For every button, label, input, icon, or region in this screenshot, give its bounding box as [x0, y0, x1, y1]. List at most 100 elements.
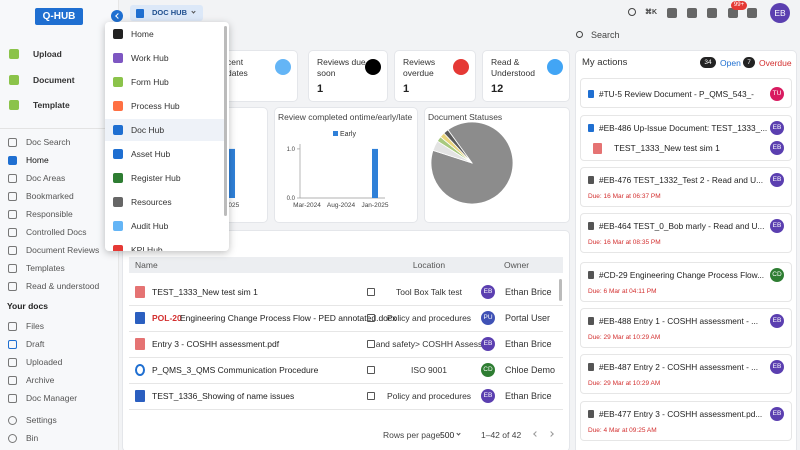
nav-icon	[8, 415, 17, 425]
doc-name[interactable]: Entry 3 - COSHH assessment.pdf	[152, 339, 280, 349]
nav-item[interactable]: Read & understood	[26, 281, 100, 291]
create-icon[interactable]	[9, 49, 19, 59]
chart-title: Document Statuses	[428, 112, 503, 122]
open-count: 34	[700, 57, 716, 68]
menu-item[interactable]: KPI Hub	[131, 245, 163, 251]
nav-item[interactable]: Doc Manager	[26, 393, 78, 403]
doc-owner: Portal User	[505, 313, 551, 323]
action-due: Due: 16 Mar at 08:35 PM	[588, 239, 661, 246]
open-link-icon[interactable]	[367, 288, 375, 296]
overdue-label[interactable]: Overdue	[759, 58, 792, 68]
logo[interactable]: Q-HUB	[35, 8, 83, 25]
action-icon	[588, 317, 594, 325]
app-icon	[136, 8, 144, 18]
doc-name[interactable]: P_QMS_3_QMS Communication Procedure	[152, 365, 319, 375]
nav-item[interactable]: Bookmarked	[26, 191, 74, 201]
open-link-icon[interactable]	[367, 314, 375, 322]
action-item[interactable]: #EB-464 TEST_0_Bob marly - Read and U...…	[580, 213, 792, 253]
menu-item[interactable]: Resources	[131, 197, 172, 207]
app-switcher[interactable]: DOC HUB	[130, 5, 203, 21]
doc-location: ISO 9001	[411, 365, 447, 375]
page-arrow[interactable]	[533, 431, 539, 437]
menu-item[interactable]: Audit Hub	[131, 221, 169, 231]
file-icon	[135, 286, 145, 298]
nav-item[interactable]: Templates	[26, 263, 65, 273]
menu-item[interactable]: Home	[131, 29, 154, 39]
toolbar-icon[interactable]	[728, 8, 738, 18]
open-link-icon[interactable]	[367, 340, 375, 348]
nav-icon	[8, 209, 17, 219]
menu-icon	[113, 101, 123, 111]
action-item[interactable]: #EB-476 TEST_1332_Test 2 - Read and U...…	[580, 167, 792, 207]
row-divider	[129, 357, 563, 358]
doc-owner: Ethan Brice	[505, 391, 552, 401]
collapse-button[interactable]	[111, 10, 123, 22]
action-item[interactable]: #CD-29 Engineering Change Process Flow..…	[580, 262, 792, 302]
nav-icon	[8, 321, 17, 331]
nav-item[interactable]: Doc Areas	[26, 173, 66, 183]
nav-item[interactable]: Controlled Docs	[26, 227, 87, 237]
open-link-icon[interactable]	[367, 392, 375, 400]
create-item[interactable]: Upload	[33, 49, 62, 59]
nav-item[interactable]: Document Reviews	[26, 245, 100, 255]
doc-code: POL-20	[152, 313, 182, 323]
search-input[interactable]: Search	[591, 30, 620, 40]
open-label[interactable]: Open	[720, 58, 741, 68]
notification-badge: 99+	[731, 1, 747, 10]
row-divider	[129, 409, 563, 410]
create-icon[interactable]	[9, 100, 19, 110]
toolbar-icon[interactable]	[687, 8, 697, 18]
table-header	[129, 257, 563, 273]
chart-card	[424, 107, 570, 223]
nav-item[interactable]: Doc Search	[26, 137, 71, 147]
doc-owner: Ethan Brice	[505, 339, 552, 349]
nav-icon	[8, 245, 17, 255]
open-link-icon[interactable]	[367, 366, 375, 374]
avatar: EB	[770, 314, 784, 328]
doc-name[interactable]: TEST_1333_New test sim 1	[152, 287, 258, 297]
nav-item[interactable]: Files	[26, 321, 44, 331]
toolbar-icon[interactable]	[707, 8, 717, 18]
nav-item[interactable]: Uploaded	[26, 357, 63, 367]
action-item[interactable]: #EB-488 Entry 1 - COSHH assessment - ...…	[580, 308, 792, 348]
file-icon	[135, 312, 145, 324]
search-icon[interactable]	[628, 8, 636, 16]
nav-item[interactable]: Home	[26, 155, 49, 165]
menu-item[interactable]: Form Hub	[131, 77, 169, 87]
toolbar-icon[interactable]	[747, 8, 757, 18]
nav-item[interactable]: Settings	[26, 415, 57, 425]
stat-indicator	[275, 59, 291, 75]
table-scrollbar	[559, 279, 562, 301]
create-item[interactable]: Template	[33, 100, 70, 110]
file-icon	[135, 338, 145, 350]
nav-item[interactable]: Responsible	[26, 209, 73, 219]
nav-icon	[8, 173, 17, 183]
menu-item[interactable]: Process Hub	[131, 101, 180, 111]
action-title: #EB-488 Entry 1 - COSHH assessment - ...	[599, 316, 759, 326]
nav-item[interactable]: Bin	[26, 433, 39, 443]
menu-item[interactable]: Work Hub	[131, 53, 169, 63]
menu-scrollbar	[224, 26, 227, 216]
stat-indicator	[453, 59, 469, 75]
rows-per-page[interactable]: 500	[440, 430, 455, 440]
create-icon[interactable]	[9, 75, 19, 85]
menu-item[interactable]: Register Hub	[131, 173, 181, 183]
page-arrow[interactable]	[548, 431, 554, 437]
user-avatar[interactable]: EB	[770, 3, 790, 23]
action-item[interactable]: #EB-477 Entry 3 - COSHH assessment.pd...…	[580, 401, 792, 441]
nav-item[interactable]: Draft	[26, 339, 45, 349]
doc-name[interactable]: TEST_1336_Showing of name issues	[152, 391, 295, 401]
create-item[interactable]: Document	[33, 75, 75, 85]
toolbar-icon[interactable]	[667, 8, 677, 18]
nav-icon	[8, 263, 17, 273]
action-item[interactable]: #EB-487 Entry 2 - COSHH assessment - ...…	[580, 354, 792, 394]
menu-item[interactable]: Asset Hub	[131, 149, 171, 159]
doc-name[interactable]: Engineering Change Process Flow - PED an…	[180, 313, 397, 323]
action-due: Due: 16 Mar at 06:37 PM	[588, 193, 661, 200]
menu-item[interactable]: Doc Hub	[131, 125, 165, 135]
action-item[interactable]: #TU-5 Review Document - P_QMS_543_- TU	[580, 78, 792, 108]
nav-item[interactable]: Archive	[26, 375, 55, 385]
doc-location: Policy and procedures	[386, 313, 472, 323]
stat-label: Understood	[491, 68, 535, 78]
action-item[interactable]: #EB-486 Up-Issue Document: TEST_1333_...…	[580, 115, 792, 161]
